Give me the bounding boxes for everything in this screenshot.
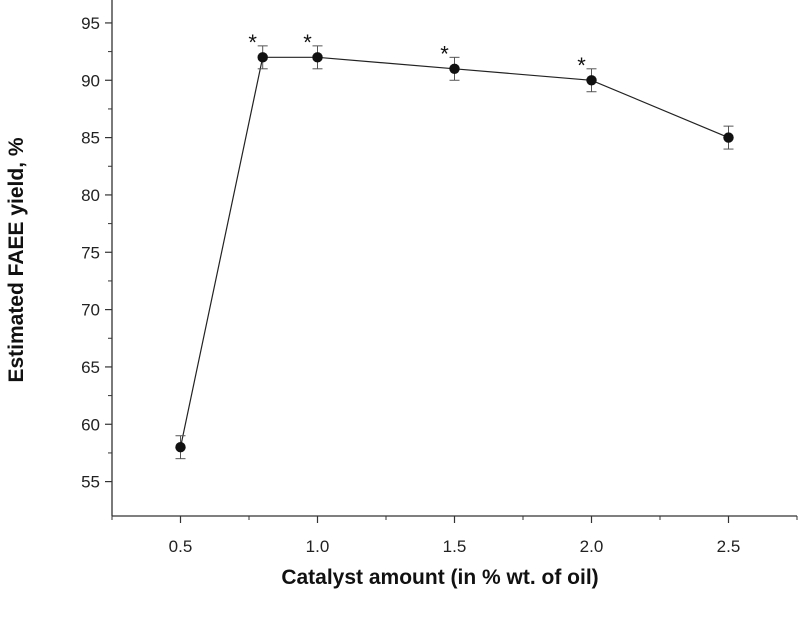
x-tick-label: 0.5 xyxy=(169,537,193,556)
y-tick-label: 55 xyxy=(81,473,100,492)
y-tick-label: 80 xyxy=(81,186,100,205)
x-tick-label: 1.5 xyxy=(443,537,467,556)
axes: 55 60 65 70 75 80 85 90 95 0.5 1.0 1.5 2.0 2.5 xyxy=(81,0,798,556)
y-tick-label: 65 xyxy=(81,358,100,377)
series-line xyxy=(179,56,729,448)
x-tick-label: 2.5 xyxy=(717,537,741,556)
significance-marker: * xyxy=(248,30,257,55)
y-tick-label: 85 xyxy=(81,129,100,148)
data-point xyxy=(586,75,597,86)
data-point xyxy=(449,63,460,74)
error-bars xyxy=(175,45,734,460)
significance-marker: * xyxy=(303,30,312,55)
data-point xyxy=(175,442,186,453)
data-points xyxy=(175,52,734,453)
data-point xyxy=(723,132,734,143)
x-tick-label: 1.0 xyxy=(306,537,330,556)
y-axis-title: Estimated FAEE yield, % xyxy=(5,137,28,382)
significance-marker: * xyxy=(577,53,586,78)
y-ticks: 55 60 65 70 75 80 85 90 95 xyxy=(81,14,112,492)
plot-area: * * * * xyxy=(175,30,734,460)
x-axis-title: Catalyst amount (in % wt. of oil) xyxy=(281,566,598,589)
y-tick-label: 95 xyxy=(81,14,100,33)
x-ticks: 0.5 1.0 1.5 2.0 2.5 xyxy=(111,516,798,556)
x-tick-label: 2.0 xyxy=(580,537,604,556)
data-point xyxy=(312,52,323,63)
data-point xyxy=(257,52,268,63)
y-tick-label: 75 xyxy=(81,243,100,262)
annotations: * * * * xyxy=(248,30,586,78)
significance-marker: * xyxy=(440,41,449,66)
y-tick-label: 90 xyxy=(81,71,100,90)
y-tick-label: 70 xyxy=(81,301,100,320)
y-tick-label: 60 xyxy=(81,415,100,434)
